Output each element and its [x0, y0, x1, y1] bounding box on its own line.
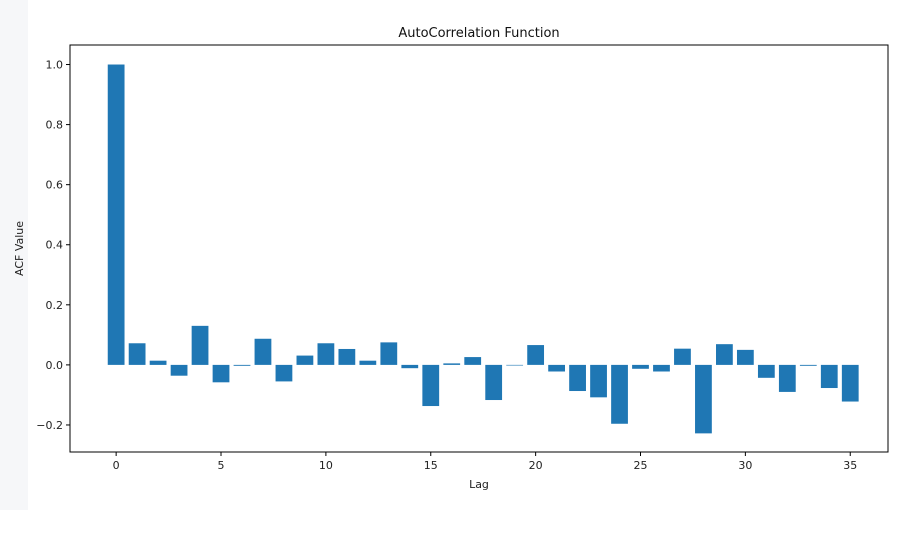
x-tick-label: 0 [113, 459, 120, 472]
bar-lag-2 [149, 360, 167, 365]
chart-title: AutoCorrelation Function [398, 26, 559, 41]
y-ticks-group: −0.2 0.0 0.2 0.4 0.6 0.8 1.0 [36, 59, 70, 432]
bar-lag-0 [107, 64, 125, 365]
bar-lag-33 [799, 364, 817, 366]
bar-lag-17 [464, 357, 482, 365]
x-tick-label: 5 [218, 459, 225, 472]
bar-lag-32 [778, 364, 796, 392]
bar-lag-5 [212, 364, 230, 383]
bar-lag-12 [359, 360, 377, 365]
y-tick-label: 0.4 [46, 239, 64, 252]
bar-lag-34 [820, 364, 838, 389]
bar-lag-28 [695, 364, 712, 434]
bar-lag-7 [254, 338, 272, 365]
y-tick-label: 0.2 [46, 299, 64, 312]
y-tick-label: 0.6 [46, 179, 64, 192]
bar-lag-35 [841, 364, 859, 402]
bar-lag-18 [485, 364, 503, 401]
x-tick-label: 10 [319, 459, 333, 472]
x-tick-label: 15 [424, 459, 438, 472]
bar-lag-20 [527, 345, 545, 365]
bars-group [107, 64, 859, 434]
x-tick-label: 35 [843, 459, 857, 472]
bar-lag-16 [443, 363, 461, 365]
bar-lag-1 [128, 343, 146, 365]
x-ticks-group: 0 5 10 15 20 25 30 35 [113, 452, 857, 472]
bar-lag-31 [757, 364, 775, 378]
y-axis-title: ACF Value [13, 221, 26, 276]
y-tick-label: 1.0 [46, 59, 64, 72]
bar-lag-27 [674, 348, 691, 365]
bar-lag-6 [233, 364, 251, 366]
y-tick-label: −0.2 [36, 419, 63, 432]
bar-lag-23 [590, 364, 607, 398]
x-tick-label: 25 [634, 459, 648, 472]
bar-lag-11 [338, 348, 356, 365]
x-axis-title: Lag [469, 478, 489, 491]
left-margin-strip [0, 0, 28, 510]
bar-lag-19 [506, 364, 524, 366]
bar-lag-15 [422, 364, 440, 407]
bar-lag-4 [191, 325, 209, 365]
bar-lag-24 [611, 364, 628, 424]
y-tick-label: 0.0 [46, 359, 64, 372]
x-tick-label: 20 [529, 459, 543, 472]
bar-lag-29 [716, 344, 733, 365]
bar-lag-14 [401, 364, 419, 369]
bar-lag-10 [317, 343, 335, 365]
bar-lag-22 [569, 364, 586, 392]
bar-lag-8 [275, 364, 293, 382]
bar-lag-30 [736, 349, 754, 365]
bar-lag-13 [380, 342, 398, 365]
x-tick-label: 30 [738, 459, 752, 472]
bar-lag-3 [170, 364, 188, 376]
y-tick-label: 0.8 [46, 119, 64, 132]
plot-frame [69, 44, 889, 453]
bar-lag-9 [296, 355, 314, 365]
bar-lag-26 [653, 364, 670, 372]
bar-lag-25 [632, 364, 649, 369]
bar-lag-21 [548, 364, 565, 372]
